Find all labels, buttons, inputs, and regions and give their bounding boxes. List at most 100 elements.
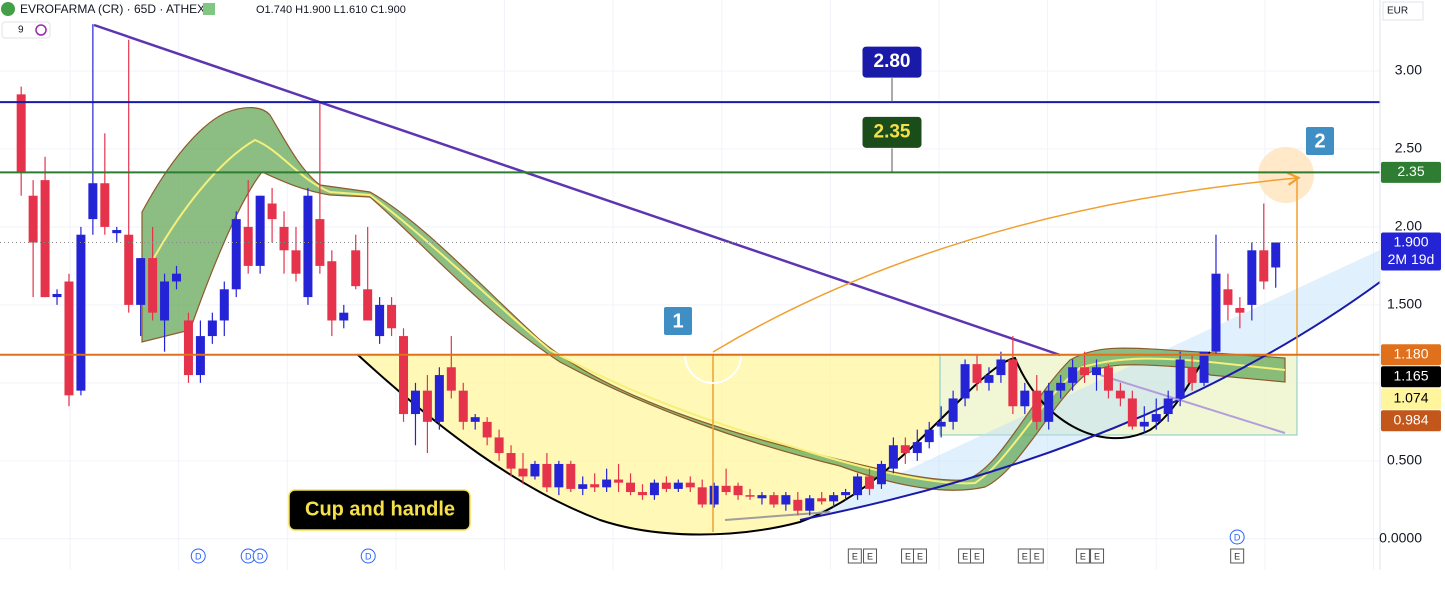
candle-body (745, 495, 755, 497)
candle-body (279, 226, 289, 251)
candle-body (422, 390, 432, 422)
candle-body (1271, 242, 1281, 268)
event-label: D (365, 551, 372, 561)
event-marker (847, 548, 862, 564)
candle-body (841, 492, 851, 496)
event-label: E (905, 551, 911, 561)
candle-body (1044, 390, 1054, 422)
candle-body (124, 234, 134, 305)
candle-body (64, 281, 74, 396)
candle-body (1032, 390, 1042, 422)
candle-body (470, 417, 480, 422)
currency: EUR (1387, 6, 1408, 17)
candle-body (1068, 367, 1078, 383)
candle-body (530, 463, 540, 477)
candle-body (315, 219, 325, 266)
x-tick-label: 2007 (272, 576, 303, 592)
candle-body (661, 482, 671, 489)
candle-body (148, 258, 158, 313)
event-label: D (195, 551, 202, 561)
event-label: E (1022, 551, 1028, 561)
ohlc: O1.740 H1.900 L1.610 C1.900 (256, 4, 406, 16)
candle-body (1175, 359, 1185, 399)
price-tag (1381, 344, 1441, 366)
price-tag-label: 1.074 (1393, 389, 1428, 405)
price-tag (1381, 410, 1441, 432)
price-tag-label: 2.35 (1397, 163, 1424, 179)
candle-body (1151, 414, 1161, 422)
price-tag (1381, 366, 1441, 388)
candle-body (1139, 421, 1149, 427)
candle-body (1103, 367, 1113, 391)
x-tick-label: 2023 (1141, 576, 1172, 592)
event-marker (1090, 548, 1105, 564)
level-badge-label: 2.80 (874, 51, 911, 72)
event-label: E (1034, 551, 1040, 561)
candle-body (924, 429, 934, 443)
candle-body (207, 320, 217, 337)
event-label: D (257, 551, 264, 561)
event-label: E (852, 551, 858, 561)
candle-body (888, 445, 898, 469)
candle-body (912, 442, 922, 454)
level-badge-label: 2.35 (874, 121, 911, 142)
candle-body (566, 463, 576, 489)
event-label: E (867, 551, 873, 561)
candle-body (1056, 382, 1066, 391)
indicator-icon (35, 24, 47, 36)
candle-body (243, 226, 253, 266)
price-tag (1381, 161, 1441, 183)
candle-body (709, 485, 719, 505)
candle-body (602, 479, 612, 488)
candle-body (255, 195, 265, 266)
candle-body (399, 336, 409, 415)
candle-body (16, 94, 26, 173)
support-area (800, 250, 1380, 520)
candle-body (494, 437, 504, 454)
candle-body (1163, 398, 1173, 415)
candle-body (267, 203, 277, 220)
candle-body (172, 273, 182, 282)
candle-body (1127, 398, 1137, 427)
candle-body (1080, 367, 1090, 376)
trend-line (93, 23, 1061, 357)
candle-body (960, 364, 970, 399)
candle-body (446, 367, 456, 391)
candle-body (482, 421, 492, 438)
candle-body (458, 390, 468, 422)
candle-body (76, 234, 86, 391)
base-line (724, 511, 831, 521)
event-marker (360, 548, 376, 564)
price-tag-label: 1.165 (1393, 367, 1428, 383)
y-tick-label: 3.00 (1395, 62, 1422, 78)
candle-body (1259, 250, 1269, 282)
flag (203, 3, 215, 15)
price-tag-note: 2M 19d (1388, 251, 1435, 267)
candle-body (52, 293, 62, 298)
y-tick-label: 0.500 (1387, 452, 1422, 468)
y-tick-label: 0.0000 (1379, 530, 1422, 546)
candle-body (1199, 351, 1209, 383)
candle-body (673, 482, 683, 489)
symbol-logo (1, 2, 15, 16)
drawings: 2003 2005 2007 2009 2011 2013 2015 2017 2019 2021… (0, 0, 1380, 592)
candle-body (637, 492, 647, 496)
candle-body (28, 195, 38, 243)
candle-body (793, 499, 803, 511)
candle-body (1187, 367, 1197, 383)
price-tag (1381, 232, 1441, 271)
price-tag-label: 0.984 (1393, 411, 1428, 427)
event-marker (190, 548, 206, 564)
candle-body (984, 375, 994, 383)
currency-box (1382, 1, 1424, 21)
candle-body (88, 183, 98, 220)
x-tick-label: 2017 (815, 576, 846, 592)
candle-body (829, 495, 839, 502)
candle-body (769, 495, 779, 505)
candle-body (434, 375, 444, 422)
event-label: D (1234, 532, 1241, 542)
event-marker (1229, 529, 1245, 545)
candle-body (160, 281, 170, 321)
candle-body (972, 364, 982, 383)
